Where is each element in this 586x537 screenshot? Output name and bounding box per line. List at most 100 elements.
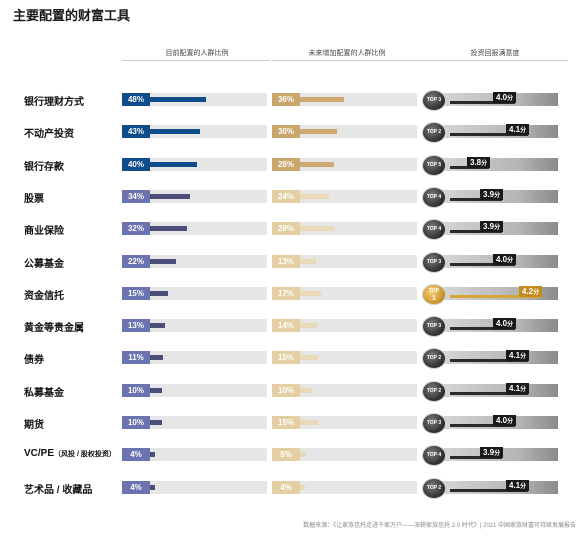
future-share-label: 17% bbox=[272, 286, 300, 300]
current-share-bar bbox=[150, 323, 166, 329]
table-row: 股票 34% 24% 3.9分 TOP 4 bbox=[0, 184, 586, 208]
satisfaction-unit: 分 bbox=[481, 160, 488, 167]
future-share-bar bbox=[300, 258, 316, 264]
category-label: 期货 bbox=[24, 416, 44, 431]
category-name: 商业保险 bbox=[24, 226, 64, 238]
future-share-bar bbox=[300, 97, 344, 102]
table-row: 私募基金 10% 10% 4.1分 TOP 2 bbox=[0, 378, 586, 402]
category-name: 艺术品 / 收藏品 bbox=[24, 484, 93, 496]
future-share-bar bbox=[300, 452, 307, 458]
current-share-bar bbox=[150, 226, 188, 232]
current-share-track: 10% bbox=[122, 416, 267, 429]
table-row: 黄金等贵金属 13% 14% 4.0分 TOP 3 bbox=[0, 313, 586, 338]
future-share-label: 15% bbox=[272, 416, 300, 429]
current-share-bar bbox=[150, 129, 201, 135]
future-share-track: 5% bbox=[272, 448, 417, 462]
future-share-track: 28% bbox=[272, 222, 417, 236]
satisfaction-track: 4.0分 bbox=[426, 253, 558, 268]
satisfaction-number: 4.1 bbox=[509, 125, 521, 135]
future-share-track: 36% bbox=[272, 93, 417, 106]
column-header-satisfaction: 投资回报满意度 bbox=[470, 50, 520, 57]
current-share-bar bbox=[150, 420, 162, 425]
rank-medal: TOP 1 bbox=[422, 283, 446, 305]
current-share-track: 48% bbox=[122, 93, 267, 106]
current-share-label: 10% bbox=[122, 383, 150, 397]
satisfaction-value: 4.1分 bbox=[506, 479, 530, 491]
future-share-bar bbox=[300, 193, 330, 199]
satisfaction-track: 4.0分 bbox=[426, 92, 558, 106]
category-name: 资金信托 bbox=[24, 290, 64, 302]
category-name: 私募基金 bbox=[24, 387, 64, 399]
current-share-track: 22% bbox=[122, 254, 267, 268]
rank-medal: TOP 2 bbox=[422, 380, 446, 402]
current-share-bar bbox=[150, 355, 163, 361]
satisfaction-bar bbox=[450, 262, 515, 266]
satisfaction-track: 4.2分 bbox=[426, 285, 558, 300]
satisfaction-value: 3.9分 bbox=[480, 188, 504, 200]
current-share-bar bbox=[150, 161, 197, 167]
satisfaction-value: 4.0分 bbox=[493, 318, 517, 330]
future-share-label: 4% bbox=[272, 480, 300, 494]
category-name: 债券 bbox=[24, 355, 44, 367]
future-share-label: 24% bbox=[272, 189, 300, 203]
satisfaction-unit: 分 bbox=[520, 483, 527, 490]
rank-medal: TOP 2 bbox=[422, 122, 446, 144]
current-share-track: 4% bbox=[122, 448, 267, 462]
future-share-label: 10% bbox=[272, 383, 300, 397]
rank-number: 1 bbox=[432, 294, 436, 302]
satisfaction-track: 4.1分 bbox=[426, 479, 558, 494]
table-row: 债券 11% 15% 4.1分 TOP 2 bbox=[0, 345, 586, 370]
future-share-track: 15% bbox=[272, 351, 417, 365]
current-share-label: 32% bbox=[122, 222, 150, 236]
satisfaction-number: 4.1 bbox=[509, 383, 521, 393]
satisfaction-bar bbox=[450, 294, 541, 298]
current-share-label: 11% bbox=[122, 351, 150, 365]
satisfaction-unit: 分 bbox=[533, 289, 540, 296]
satisfaction-bar bbox=[450, 197, 502, 201]
future-share-bar bbox=[300, 161, 335, 167]
satisfaction-bar bbox=[450, 359, 528, 363]
satisfaction-value: 3.9分 bbox=[480, 221, 504, 233]
rank-text: TOP bbox=[428, 287, 440, 294]
rank-medal: TOP 5 bbox=[422, 154, 446, 176]
satisfaction-value: 4.0分 bbox=[493, 253, 517, 265]
current-share-label: 10% bbox=[122, 416, 150, 429]
satisfaction-bar bbox=[450, 488, 528, 492]
table-row: 不动产投资 43% 30% 4.1分 TOP 2 bbox=[0, 119, 586, 144]
satisfaction-unit: 分 bbox=[494, 225, 501, 232]
future-share-label: 15% bbox=[272, 351, 300, 365]
satisfaction-number: 4.0 bbox=[496, 93, 508, 102]
satisfaction-unit: 分 bbox=[507, 322, 514, 329]
category-name: 黄金等贵金属 bbox=[24, 323, 84, 335]
future-share-label: 14% bbox=[272, 319, 300, 333]
satisfaction-track: 4.1分 bbox=[426, 350, 558, 365]
category-label: 私募基金 bbox=[24, 384, 64, 399]
source-footnote: 数据来源：《让家族信托走进千家万户——深耕家族信托 2.0 时代》| 2021 … bbox=[303, 523, 576, 529]
future-share-track: 14% bbox=[272, 319, 417, 333]
category-label: 艺术品 / 收藏品 bbox=[24, 481, 92, 496]
table-row: 艺术品 / 收藏品 4% 4% 4.1分 TOP 2 bbox=[0, 475, 586, 499]
satisfaction-track: 3.9分 bbox=[426, 188, 558, 203]
future-share-bar bbox=[300, 355, 319, 361]
category-label: 商业保险 bbox=[24, 222, 64, 237]
table-row: 银行存款 40% 28% 3.8分 TOP 5 bbox=[0, 152, 586, 176]
current-share-label: 13% bbox=[122, 319, 150, 333]
satisfaction-bar bbox=[450, 391, 528, 395]
satisfaction-value: 4.1分 bbox=[506, 350, 530, 362]
future-share-bar bbox=[300, 420, 319, 425]
future-share-label: 36% bbox=[272, 93, 300, 106]
satisfaction-bar bbox=[450, 456, 502, 460]
satisfaction-number: 4.1 bbox=[509, 351, 521, 361]
future-share-bar bbox=[300, 129, 337, 135]
column-header-current: 目前配置的人群比例 bbox=[165, 50, 229, 57]
satisfaction-value: 4.0分 bbox=[493, 415, 517, 426]
current-share-track: 10% bbox=[122, 383, 267, 397]
satisfaction-value: 4.1分 bbox=[506, 124, 530, 136]
future-share-track: 17% bbox=[272, 286, 417, 300]
rank-medal: TOP 2 bbox=[422, 477, 446, 499]
satisfaction-track: 3.9分 bbox=[426, 447, 558, 462]
satisfaction-unit: 分 bbox=[494, 192, 501, 199]
current-share-bar bbox=[150, 387, 162, 393]
current-share-track: 43% bbox=[122, 125, 267, 139]
satisfaction-bar bbox=[450, 327, 515, 331]
